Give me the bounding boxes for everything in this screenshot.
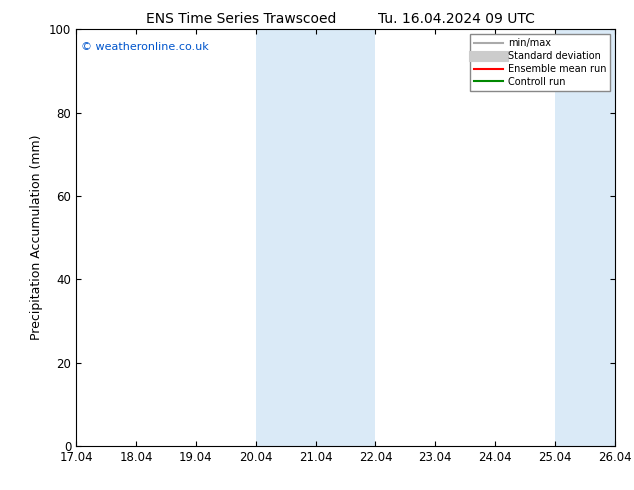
Text: © weatheronline.co.uk: © weatheronline.co.uk xyxy=(81,42,209,52)
Bar xyxy=(256,29,375,446)
Bar xyxy=(555,29,615,446)
Text: ENS Time Series Trawscoed: ENS Time Series Trawscoed xyxy=(146,12,336,26)
Text: Tu. 16.04.2024 09 UTC: Tu. 16.04.2024 09 UTC xyxy=(378,12,535,26)
Y-axis label: Precipitation Accumulation (mm): Precipitation Accumulation (mm) xyxy=(30,135,43,341)
Legend: min/max, Standard deviation, Ensemble mean run, Controll run: min/max, Standard deviation, Ensemble me… xyxy=(470,34,610,91)
